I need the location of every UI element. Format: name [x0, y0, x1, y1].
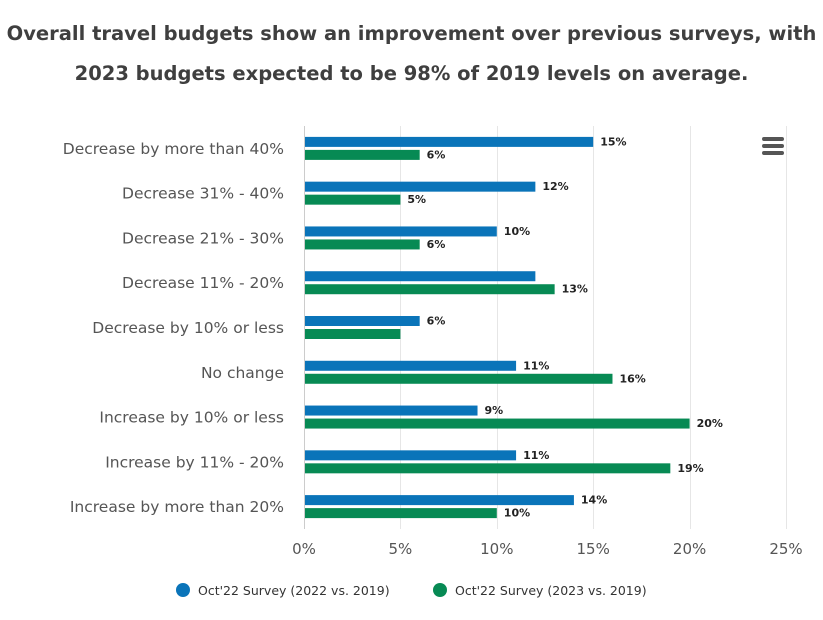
data-label-series-1-decrease-21-30: 10%	[504, 225, 530, 238]
bar-series-1-increase-by-more-than-20[interactable]	[305, 495, 574, 506]
data-label-series-2-decrease-31-40: 5%	[407, 193, 426, 206]
data-label-series-1-decrease-by-more-than-40: 15%	[600, 135, 626, 148]
data-label-series-2-decrease-by-more-than-40: 6%	[427, 148, 446, 161]
chart-title-line-2: 2023 budgets expected to be 98% of 2019 …	[74, 62, 749, 85]
x-tick-label-15: 15%	[577, 540, 610, 558]
x-tick-label-0: 0%	[292, 540, 316, 558]
legend-label-series-2[interactable]: Oct'22 Survey (2023 vs. 2019)	[455, 583, 647, 598]
bar-series-2-decrease-21-30[interactable]	[305, 239, 420, 250]
x-tick-label-10: 10%	[480, 540, 513, 558]
data-label-series-2-decrease-21-30: 6%	[427, 238, 446, 251]
bar-series-2-increase-by-11-20[interactable]	[305, 463, 671, 474]
chart-title: Overall travel budgets show an improveme…	[0, 14, 823, 94]
data-label-series-2-no-change: 16%	[619, 372, 645, 385]
data-label-series-1-increase-by-more-than-20: 14%	[581, 494, 607, 507]
x-tick-label-5: 5%	[389, 540, 413, 558]
bar-series-2-decrease-31-40[interactable]	[305, 194, 401, 205]
data-label-series-2-increase-by-11-20: 19%	[677, 462, 703, 475]
bar-series-1-decrease-21-30[interactable]	[305, 226, 497, 237]
bar-series-2-decrease-by-10-or-less[interactable]	[305, 329, 401, 339]
bar-series-1-decrease-by-more-than-40[interactable]	[305, 136, 594, 147]
category-label-decrease-by-more-than-40: Decrease by more than 40%	[63, 140, 284, 158]
bar-series-1-decrease-11-20[interactable]	[305, 271, 536, 282]
data-label-series-2-increase-by-more-than-20: 10%	[504, 507, 530, 520]
data-label-series-1-no-change: 11%	[523, 359, 549, 372]
category-label-decrease-31-40: Decrease 31% - 40%	[122, 185, 284, 203]
category-label-no-change: No change	[201, 364, 284, 382]
legend-label-series-1[interactable]: Oct'22 Survey (2022 vs. 2019)	[198, 583, 390, 598]
category-label-increase-by-11-20: Increase by 11% - 20%	[105, 453, 284, 471]
chart-title-line-1: Overall travel budgets show an improveme…	[6, 22, 817, 45]
legend-marker-series-2[interactable]	[433, 583, 447, 597]
data-label-series-1-increase-by-11-20: 11%	[523, 449, 549, 462]
bar-series-2-no-change[interactable]	[305, 373, 613, 384]
bar-series-2-decrease-11-20[interactable]	[305, 284, 555, 295]
data-label-series-1-decrease-by-10-or-less: 6%	[427, 315, 446, 328]
x-tick-label-25: 25%	[769, 540, 802, 558]
bar-series-2-increase-by-more-than-20[interactable]	[305, 508, 497, 519]
bar-series-1-increase-by-10-or-less[interactable]	[305, 405, 478, 416]
bar-series-2-decrease-by-more-than-40[interactable]	[305, 149, 420, 160]
legend-marker-series-1[interactable]	[176, 583, 190, 597]
category-label-increase-by-more-than-20: Increase by more than 20%	[70, 498, 284, 516]
bar-series-1-decrease-by-10-or-less[interactable]	[305, 316, 420, 326]
data-label-series-2-increase-by-10-or-less: 20%	[697, 417, 723, 430]
category-label-decrease-by-10-or-less: Decrease by 10% or less	[92, 319, 284, 337]
data-label-series-1-decrease-31-40: 12%	[542, 180, 568, 193]
category-label-increase-by-10-or-less: Increase by 10% or less	[99, 409, 284, 427]
bar-series-2-increase-by-10-or-less[interactable]	[305, 418, 690, 429]
bar-series-1-increase-by-11-20[interactable]	[305, 450, 517, 461]
hamburger-menu-icon[interactable]	[762, 137, 784, 155]
data-label-series-1-increase-by-10-or-less: 9%	[485, 404, 504, 417]
category-label-decrease-21-30: Decrease 21% - 30%	[122, 229, 284, 247]
bar-series-1-decrease-31-40[interactable]	[305, 181, 536, 192]
data-label-series-2-decrease-11-20: 13%	[562, 283, 588, 296]
bar-series-1-no-change[interactable]	[305, 360, 517, 371]
x-tick-label-20: 20%	[673, 540, 706, 558]
category-label-decrease-11-20: Decrease 11% - 20%	[122, 274, 284, 292]
